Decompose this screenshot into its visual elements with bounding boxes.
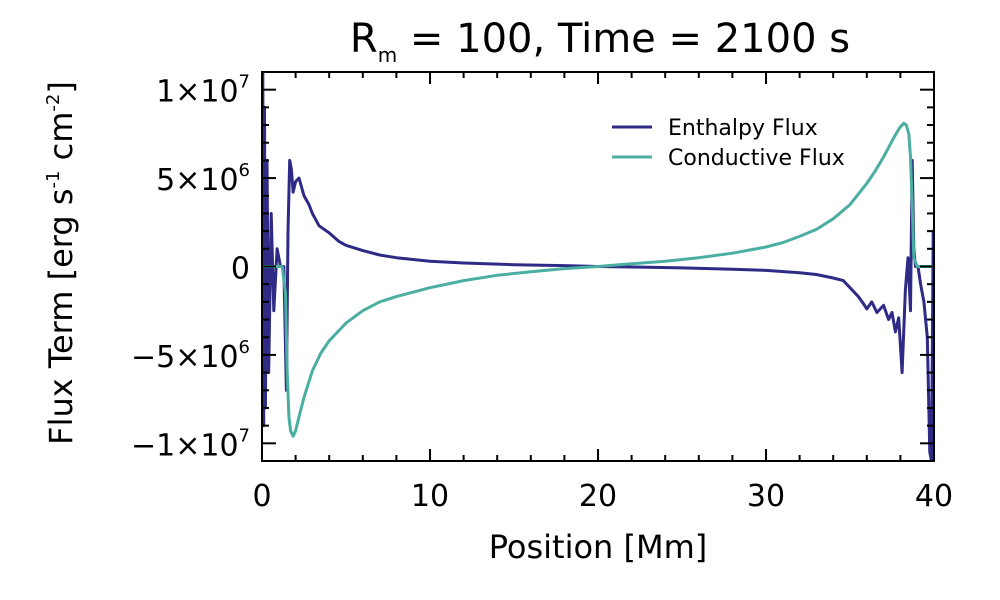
y-label-close: ] (42, 81, 80, 93)
y-label-main: Flux Term [erg s (42, 188, 80, 444)
x-tick-label: 10 (411, 479, 449, 514)
x-axis-label: Position [Mm] (489, 528, 708, 566)
y-tick-label: −5×106 (131, 337, 250, 375)
x-tick-label: 30 (747, 479, 785, 514)
tick-layer: 0 10 20 30 40 1×107 5×106 0 −5×106 −1×107 (131, 72, 953, 514)
title-subscript: m (378, 43, 397, 67)
y-label-exp-1: -1 (43, 171, 64, 189)
y-axis-label: Flux Term [erg s-1 cm-2] (42, 81, 80, 445)
title-symbol: R (350, 16, 378, 62)
conductive-flux-line (262, 121, 934, 438)
legend: Enthalpy Flux Conductive Flux (612, 116, 845, 171)
legend-label-enthalpy-flux: Enthalpy Flux (668, 116, 818, 141)
x-tick-label: 40 (915, 479, 953, 514)
y-tick-label: 1×107 (156, 72, 250, 110)
y-tick-label: 5×106 (156, 160, 250, 198)
legend-label-conductive-flux: Conductive Flux (668, 146, 845, 171)
y-tick-label: −1×107 (131, 425, 250, 463)
x-tick-label: 0 (252, 479, 271, 514)
series-layer (262, 72, 934, 461)
x-tick-label: 20 (579, 479, 617, 514)
title-rest: = 100, Time = 2100 s (397, 16, 850, 62)
y-label-exp-2: -2 (43, 94, 64, 112)
y-label-unit: cm (42, 112, 80, 171)
chart-title: Rm = 100, Time = 2100 s (350, 16, 850, 67)
y-tick-label: 0 (231, 252, 250, 287)
